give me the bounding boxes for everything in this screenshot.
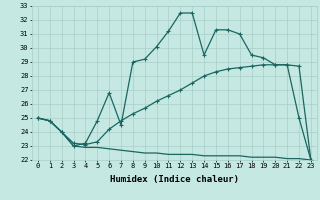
X-axis label: Humidex (Indice chaleur): Humidex (Indice chaleur) (110, 175, 239, 184)
